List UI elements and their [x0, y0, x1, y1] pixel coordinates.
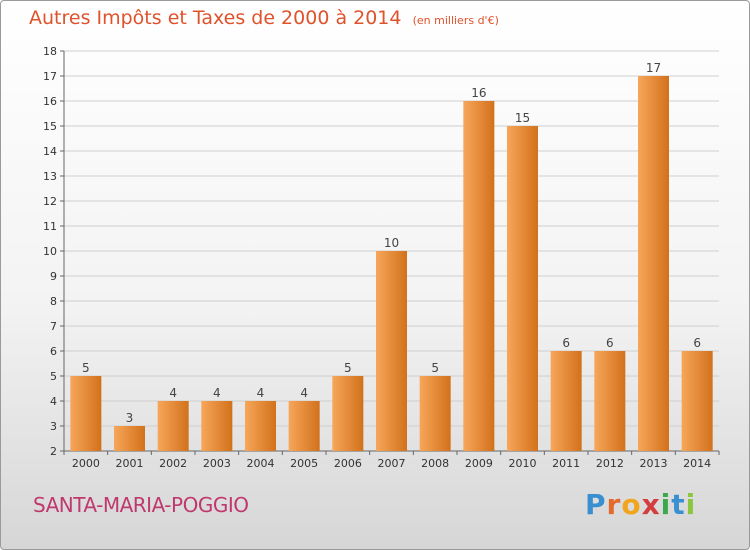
- bar: [463, 101, 495, 451]
- x-tick-label: 2001: [116, 457, 144, 470]
- x-tick-label: 2003: [203, 457, 231, 470]
- data-label: 5: [344, 361, 352, 375]
- logo-letter: t: [671, 488, 686, 521]
- x-tick-label: 2011: [552, 457, 580, 470]
- x-tick-label: 2002: [159, 457, 187, 470]
- x-tick-label: 2013: [640, 457, 668, 470]
- logo-letter: P: [585, 488, 607, 521]
- x-tick-label: 2004: [247, 457, 275, 470]
- y-tick-label: 11: [43, 220, 57, 233]
- title-text: Autres Impôts et Taxes de 2000 à 2014: [29, 7, 402, 29]
- bar-layer: [70, 76, 713, 451]
- data-label: 4: [257, 386, 265, 400]
- y-tick-label: 8: [50, 295, 57, 308]
- data-label: 17: [646, 61, 661, 75]
- bar: [157, 401, 189, 451]
- x-tick-label: 2005: [290, 457, 318, 470]
- proxiti-logo[interactable]: Proxiti: [585, 488, 696, 521]
- y-tick-label: 3: [50, 420, 57, 433]
- bar: [332, 376, 364, 451]
- y-tick-label: 6: [50, 345, 57, 358]
- y-tick-label: 9: [50, 270, 57, 283]
- x-tick-label: 2014: [683, 457, 711, 470]
- y-tick-label: 16: [43, 95, 57, 108]
- data-label: 10: [384, 236, 399, 250]
- commune-name: SANTA-MARIA-POGGIO: [33, 493, 249, 517]
- y-tick-label: 18: [43, 45, 57, 58]
- logo-letter: r: [606, 488, 622, 521]
- bar: [507, 126, 538, 451]
- y-tick-label: 2: [50, 445, 57, 458]
- data-label: 16: [471, 86, 486, 100]
- data-label: 5: [82, 361, 90, 375]
- chart-title: Autres Impôts et Taxes de 2000 à 2014 (e…: [29, 7, 499, 29]
- x-tick-label: 2000: [72, 457, 100, 470]
- logo-letter: x: [641, 488, 661, 521]
- x-tick-label: 2008: [421, 457, 449, 470]
- logo-letter: i: [685, 488, 697, 521]
- x-tick-label: 2010: [509, 457, 537, 470]
- data-label: 6: [562, 336, 570, 350]
- y-tick-label: 17: [43, 70, 57, 83]
- data-label: 3: [126, 411, 134, 425]
- bar: [288, 401, 320, 451]
- bar: [419, 376, 451, 451]
- label-layer: 5 3 4 4 4 4 5 10 5 16 15 6 6 17 6: [82, 61, 701, 425]
- title-unit: (en milliers d'€): [412, 14, 499, 27]
- bar: [245, 401, 276, 451]
- logo-letter: o: [621, 488, 642, 521]
- x-tick-label: 2009: [465, 457, 493, 470]
- y-tick-label: 4: [50, 395, 57, 408]
- x-tick-label: 2007: [378, 457, 406, 470]
- data-label: 4: [300, 386, 308, 400]
- y-tick-label: 10: [43, 245, 57, 258]
- data-label: 4: [169, 386, 177, 400]
- y-tick-label: 7: [50, 320, 57, 333]
- data-label: 5: [431, 361, 439, 375]
- y-tick-label: 14: [43, 145, 57, 158]
- bar: [594, 351, 626, 451]
- x-tick-label: 2006: [334, 457, 362, 470]
- bar: [376, 251, 407, 451]
- data-label: 6: [606, 336, 614, 350]
- data-label: 15: [515, 111, 530, 125]
- bar: [201, 401, 233, 451]
- y-tick-label: 5: [50, 370, 57, 383]
- y-tick-label: 12: [43, 195, 57, 208]
- bar: [681, 351, 713, 451]
- bar: [114, 426, 145, 451]
- data-label: 6: [693, 336, 701, 350]
- x-tick-label: 2012: [596, 457, 624, 470]
- bar: [638, 76, 669, 451]
- y-tick-label: 13: [43, 170, 57, 183]
- bar: [550, 351, 582, 451]
- data-label: 4: [213, 386, 221, 400]
- logo-letter: i: [660, 488, 672, 521]
- y-tick-label: 15: [43, 120, 57, 133]
- bar: [70, 376, 102, 451]
